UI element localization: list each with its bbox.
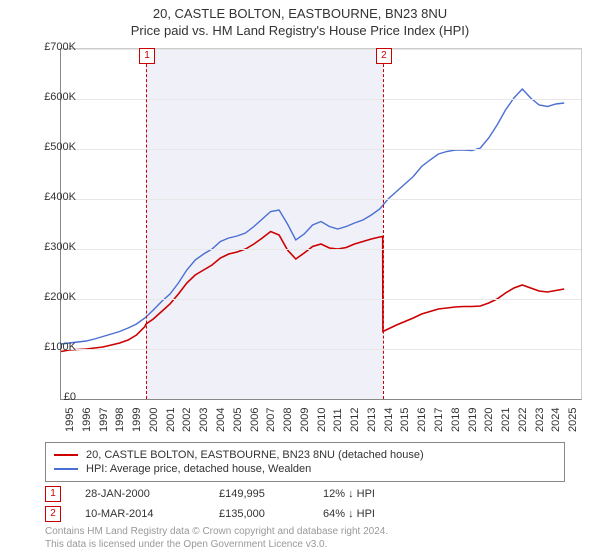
line-series-svg	[61, 49, 581, 399]
sale-marker-box: 2	[45, 506, 61, 522]
sale-marker-badge: 2	[376, 48, 392, 64]
x-axis-label: 2010	[316, 408, 328, 432]
legend-item: 20, CASTLE BOLTON, EASTBOURNE, BN23 8NU …	[54, 449, 556, 461]
x-axis-label: 2003	[198, 408, 210, 432]
x-axis-label: 2015	[399, 408, 411, 432]
sale-pct-vs-hpi: 64% ↓ HPI	[323, 508, 443, 520]
x-axis-label: 1996	[81, 408, 93, 432]
x-axis-label: 2005	[232, 408, 244, 432]
legend-label: 20, CASTLE BOLTON, EASTBOURNE, BN23 8NU …	[86, 449, 424, 461]
chart-subtitle: Price paid vs. HM Land Registry's House …	[0, 21, 600, 38]
sale-marker-line	[383, 49, 384, 399]
gridline	[61, 299, 581, 300]
sale-date: 10-MAR-2014	[85, 508, 195, 520]
y-axis-label: £700K	[28, 41, 76, 53]
gridline	[61, 249, 581, 250]
footer-line: This data is licensed under the Open Gov…	[45, 539, 327, 550]
gridline	[61, 199, 581, 200]
plot-area: 12	[60, 48, 582, 400]
legend-item: HPI: Average price, detached house, Weal…	[54, 463, 556, 475]
sale-date: 28-JAN-2000	[85, 488, 195, 500]
chart-title: 20, CASTLE BOLTON, EASTBOURNE, BN23 8NU	[0, 0, 600, 21]
x-axis-label: 2008	[282, 408, 294, 432]
x-axis-label: 2017	[433, 408, 445, 432]
sale-marker-badge: 1	[139, 48, 155, 64]
sale-marker-line	[146, 49, 147, 399]
footer-line: Contains HM Land Registry data © Crown c…	[45, 526, 388, 537]
legend-swatch	[54, 454, 78, 456]
x-axis-label: 2004	[215, 408, 227, 432]
gridline	[61, 99, 581, 100]
y-axis-label: £500K	[28, 141, 76, 153]
x-axis-label: 2019	[467, 408, 479, 432]
x-axis-label: 2011	[332, 408, 344, 432]
chart-container: 20, CASTLE BOLTON, EASTBOURNE, BN23 8NU …	[0, 0, 600, 560]
sale-row: 1 28-JAN-2000 £149,995 12% ↓ HPI	[45, 486, 565, 502]
x-axis-label: 2009	[299, 408, 311, 432]
x-axis-label: 2014	[383, 408, 395, 432]
y-axis-label: £400K	[28, 191, 76, 203]
x-axis-label: 2025	[567, 408, 579, 432]
x-axis-label: 1995	[64, 408, 76, 432]
legend-box: 20, CASTLE BOLTON, EASTBOURNE, BN23 8NU …	[45, 442, 565, 482]
legend-label: HPI: Average price, detached house, Weal…	[86, 463, 311, 475]
y-axis-label: £200K	[28, 291, 76, 303]
y-axis-label: £0	[28, 391, 76, 403]
x-axis-label: 2013	[366, 408, 378, 432]
x-axis-label: 2001	[165, 408, 177, 432]
x-axis-label: 1999	[131, 408, 143, 432]
sale-price: £149,995	[219, 488, 299, 500]
y-axis-label: £300K	[28, 241, 76, 253]
sales-table: 1 28-JAN-2000 £149,995 12% ↓ HPI 2 10-MA…	[45, 482, 565, 526]
x-axis-label: 2018	[450, 408, 462, 432]
x-axis-label: 2016	[416, 408, 428, 432]
gridline	[61, 349, 581, 350]
x-axis-label: 2023	[534, 408, 546, 432]
series-hpi	[61, 89, 564, 344]
x-axis-label: 2007	[265, 408, 277, 432]
sale-price: £135,000	[219, 508, 299, 520]
footer-attribution: Contains HM Land Registry data © Crown c…	[45, 526, 565, 551]
x-axis-label: 2020	[483, 408, 495, 432]
x-axis-label: 2024	[550, 408, 562, 432]
y-axis-label: £600K	[28, 91, 76, 103]
x-axis-label: 2022	[517, 408, 529, 432]
legend-swatch	[54, 468, 78, 470]
gridline	[61, 149, 581, 150]
x-axis-label: 2021	[500, 408, 512, 432]
x-axis-label: 2012	[349, 408, 361, 432]
sale-row: 2 10-MAR-2014 £135,000 64% ↓ HPI	[45, 506, 565, 522]
x-axis-label: 2000	[148, 408, 160, 432]
x-axis-labels: 1995 1996 1997 1998 1999 2000 2001 2002 2003 2004…	[60, 400, 580, 440]
x-axis-label: 1997	[98, 408, 110, 432]
x-axis-label: 1998	[114, 408, 126, 432]
y-axis-label: £100K	[28, 341, 76, 353]
sale-pct-vs-hpi: 12% ↓ HPI	[323, 488, 443, 500]
sale-marker-box: 1	[45, 486, 61, 502]
x-axis-label: 2006	[249, 408, 261, 432]
x-axis-label: 2002	[181, 408, 193, 432]
